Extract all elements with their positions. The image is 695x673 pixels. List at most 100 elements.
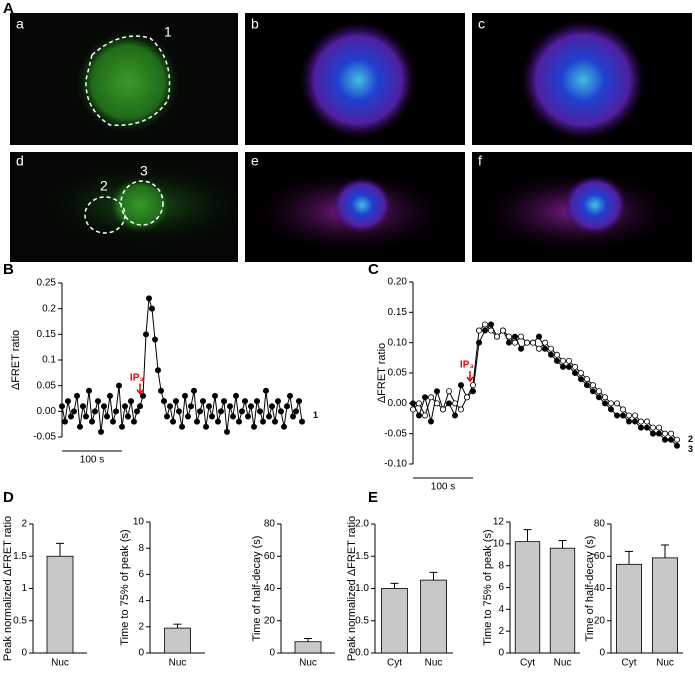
data-point	[650, 424, 657, 431]
y-axis-label: Time to 75% of peak (s)	[482, 529, 494, 645]
data-point	[566, 357, 573, 364]
bar	[294, 641, 322, 654]
x-tick-label: Nuc	[554, 658, 572, 668]
y-tick-label: 0.15	[388, 307, 408, 318]
data-point	[475, 327, 482, 334]
data-point	[199, 398, 206, 405]
data-point	[421, 394, 428, 401]
data-point	[163, 413, 170, 420]
y-axis-label: Time of half-decay (s)	[584, 536, 596, 642]
data-point	[184, 413, 191, 420]
data-point	[572, 363, 579, 370]
data-point	[457, 382, 464, 389]
data-point	[283, 403, 290, 410]
data-point	[650, 430, 657, 437]
series-label: 3	[688, 444, 693, 454]
data-point	[71, 408, 78, 415]
data-point	[487, 321, 494, 328]
data-point	[181, 392, 188, 399]
data-point	[524, 339, 531, 346]
data-point	[590, 388, 597, 395]
data-point	[518, 333, 525, 340]
data-point	[104, 413, 111, 420]
data-point	[214, 418, 221, 425]
y-tick-label: 0	[21, 648, 27, 659]
data-point	[638, 424, 645, 431]
y-axis-label: ΔFRET ratio	[376, 343, 388, 403]
y-tick-label: 0	[138, 648, 144, 659]
data-point	[421, 412, 428, 419]
y-tick-label: 0	[599, 648, 605, 659]
data-point	[292, 408, 299, 415]
region-label: 3	[140, 163, 148, 179]
data-point	[608, 400, 615, 407]
data-point	[668, 430, 675, 437]
y-tick-label: -0.05	[33, 432, 56, 443]
y-tick-label: 2	[138, 621, 144, 632]
data-point	[151, 336, 158, 343]
y-tick-label: 0.1	[42, 355, 56, 366]
data-point	[122, 403, 129, 410]
data-point	[148, 305, 155, 312]
y-tick-label: 0	[498, 648, 504, 659]
data-point	[86, 387, 93, 394]
data-point	[211, 392, 218, 399]
data-point	[119, 423, 126, 430]
data-point	[409, 406, 416, 413]
data-point	[608, 406, 615, 413]
data-point	[578, 376, 585, 383]
data-point	[139, 392, 146, 399]
data-point	[596, 394, 603, 401]
data-point	[668, 436, 675, 443]
data-point	[74, 392, 81, 399]
data-point	[518, 345, 525, 352]
data-point	[614, 412, 621, 419]
data-point	[451, 400, 458, 407]
data-point	[250, 423, 257, 430]
y-tick-label: 12	[493, 517, 505, 528]
data-point	[157, 387, 164, 394]
y-tick-label: 1.5	[13, 551, 27, 562]
image-label: f	[478, 153, 482, 169]
data-point	[584, 382, 591, 389]
data-point	[125, 413, 132, 420]
bar	[164, 627, 191, 654]
data-point	[217, 408, 224, 415]
annotation-arrow	[136, 383, 144, 395]
panel-label: E	[368, 489, 378, 506]
data-point	[463, 394, 470, 401]
data-point	[614, 400, 621, 407]
data-point	[298, 418, 305, 425]
y-tick-label: 2	[21, 519, 27, 530]
data-point	[548, 345, 555, 352]
bar	[549, 547, 576, 654]
data-point	[172, 398, 179, 405]
data-point	[133, 408, 140, 415]
panel-label: D	[3, 489, 14, 506]
y-tick-label: 10	[133, 517, 145, 528]
data-point	[433, 400, 440, 407]
image-label: a	[16, 16, 24, 32]
y-tick-label: -0.10	[384, 459, 407, 470]
y-tick-label: 0.05	[388, 368, 408, 379]
region-label: 1	[164, 24, 172, 40]
y-axis-label: Time to 75% of peak (s)	[119, 529, 131, 645]
data-point	[499, 327, 506, 334]
y-tick-label: 40	[264, 583, 276, 594]
data-point	[274, 398, 281, 405]
series-label: 1	[313, 410, 318, 420]
x-tick-label: Cyt	[622, 658, 637, 668]
y-tick-label: 0.15	[37, 329, 57, 340]
y-tick-label: 8	[138, 543, 144, 554]
data-point	[439, 406, 446, 413]
data-point	[626, 412, 633, 419]
y-tick-label: 0.10	[388, 337, 408, 348]
y-tick-label: 10	[493, 538, 505, 549]
data-point	[65, 398, 72, 405]
data-point	[638, 418, 645, 425]
data-point	[596, 388, 603, 395]
data-point	[169, 418, 176, 425]
y-axis-label: Time of half-decay (s)	[251, 536, 263, 642]
y-tick-label: 0.25	[37, 278, 57, 289]
